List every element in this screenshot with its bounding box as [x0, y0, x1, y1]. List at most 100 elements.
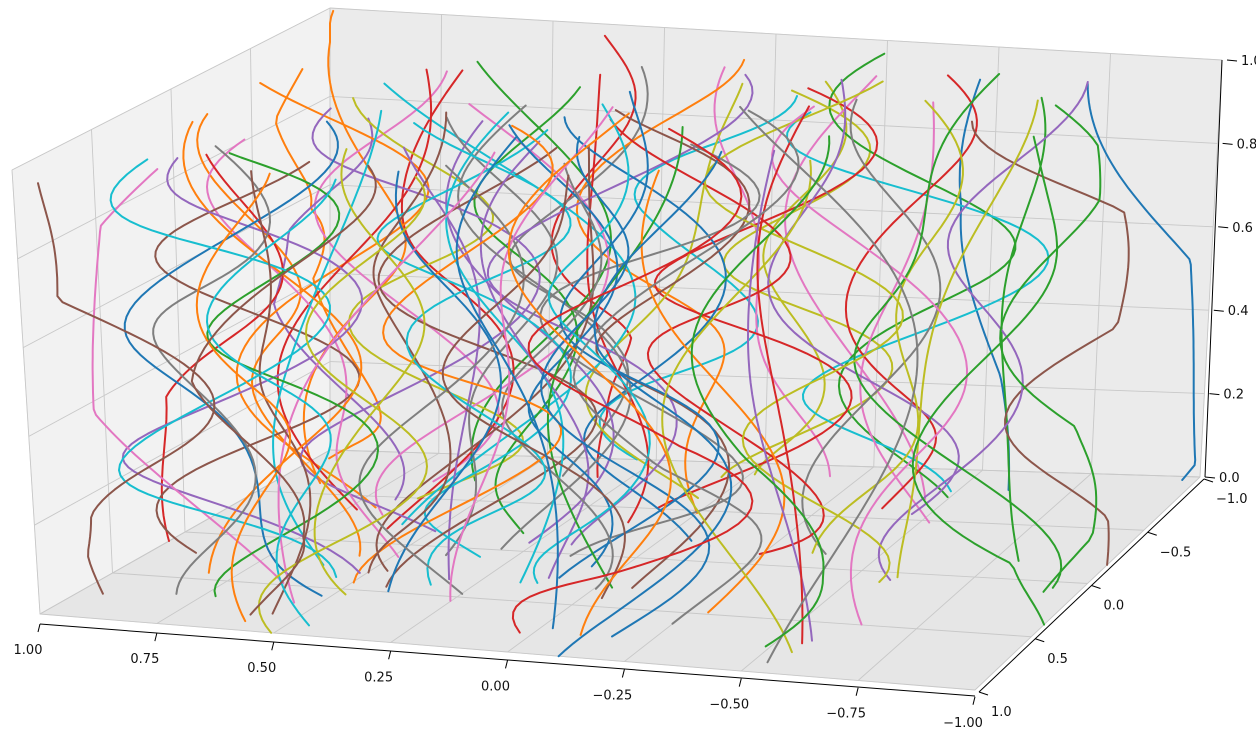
series-line-35 [609, 118, 825, 555]
series-line-77 [123, 120, 339, 597]
series-line-72 [771, 105, 968, 626]
series-line-69 [367, 111, 452, 574]
y-tick-label: 1.0 [991, 705, 1012, 720]
series-line-9 [509, 66, 649, 477]
x-tick-mark [621, 669, 625, 678]
series-line-40 [299, 107, 541, 533]
series-line-100 [511, 127, 754, 634]
series-line-73 [358, 164, 525, 595]
grid-line-z-side [28, 272, 331, 437]
series-line-51 [999, 104, 1102, 593]
x-tick-label: −0.75 [826, 707, 866, 722]
z-tick-label: 0.6 [1232, 221, 1253, 236]
grid-line-z-back [329, 7, 1223, 61]
grid-line-x-back [655, 27, 665, 461]
series-line-49 [539, 143, 761, 557]
grid-line-x-back [982, 46, 1000, 471]
series-line-43 [853, 73, 1063, 589]
series-line-78 [911, 135, 1059, 626]
series-line-31 [801, 98, 942, 555]
series-line-34 [971, 120, 1130, 566]
y-tick-mark [1147, 531, 1157, 536]
series-line-17 [654, 87, 879, 509]
series-line-71 [91, 168, 285, 584]
z-tick-label: 1.0 [1241, 54, 1256, 69]
x-tick-label: −0.25 [592, 689, 632, 704]
series-line-4 [720, 89, 894, 478]
series-line-19 [273, 117, 406, 501]
grid-line-x-back [1090, 53, 1111, 474]
series-line-44 [445, 116, 559, 557]
series-line-82 [109, 158, 338, 578]
grid-line-z-back [329, 449, 1201, 478]
series-line-13 [786, 111, 1050, 493]
series-line-41 [196, 113, 362, 557]
x-tick-label: 0.75 [130, 652, 159, 667]
series-line-81 [640, 169, 786, 614]
grid-line-y-floor [184, 531, 1088, 584]
series-line-89 [37, 182, 216, 595]
series-line-21 [844, 74, 978, 510]
series-line-47 [206, 138, 400, 558]
series-line-86 [250, 170, 312, 615]
series-line-65 [532, 103, 651, 584]
series-line-22 [767, 78, 960, 516]
x-tick-mark [855, 687, 859, 696]
series-line-84 [152, 145, 271, 595]
x-tick-label: −0.50 [709, 698, 749, 713]
series-line-61 [546, 126, 684, 589]
series-line-64 [272, 109, 383, 566]
y-tick-label: 0.0 [1104, 599, 1125, 614]
series-line-37 [563, 116, 727, 542]
series-line-8 [784, 75, 927, 500]
z-tick-mark [1218, 226, 1229, 229]
series-line-52 [154, 160, 361, 554]
series-line-30 [486, 73, 754, 546]
series-line-75 [206, 152, 379, 598]
x-tick-mark [37, 623, 41, 633]
grid-line-y-side [11, 169, 41, 615]
x-axis-line [39, 623, 976, 697]
series-line-91 [739, 105, 919, 664]
series-line-38 [811, 99, 964, 554]
series-line-97 [557, 150, 733, 658]
series-line-90 [756, 105, 810, 645]
x-tick-label: 1.00 [14, 643, 43, 658]
series-line-95 [507, 112, 672, 636]
series-line-5 [753, 80, 848, 476]
series-line-58 [445, 111, 565, 584]
grid-line-x-back [438, 14, 442, 454]
y-tick-label: −0.5 [1160, 545, 1192, 560]
x-tick-mark [972, 696, 976, 705]
series-line-15 [470, 60, 612, 482]
grid-line-x-back [1199, 59, 1223, 478]
series-line-93 [195, 172, 292, 623]
series-line-26 [383, 82, 637, 526]
grid-line-y-side [91, 129, 113, 574]
series-group [37, 9, 1197, 664]
grid-line-z-side [17, 96, 331, 260]
grid-line-z-side [22, 184, 331, 348]
z-tick-mark [1204, 476, 1216, 479]
y-axis-ticks: −1.0 −0.5 0.0 0.5 1.0 [978, 478, 1248, 720]
series-line-94 [690, 135, 831, 648]
y-tick-mark [1203, 478, 1214, 483]
series-line-96 [206, 178, 337, 627]
series-line-27 [276, 68, 433, 511]
series-line-88 [747, 149, 813, 642]
series-line-57 [896, 99, 1039, 579]
grid-line-x-back [764, 33, 777, 464]
grid-line-y-floor [39, 613, 976, 691]
z-tick-label: 0.4 [1228, 304, 1249, 319]
grid-line-z-side [11, 7, 331, 171]
series-line-39 [457, 104, 632, 550]
series-line-56 [377, 146, 598, 588]
x-tick-mark [271, 642, 275, 651]
x-axis-ticks: 1.00 0.75 0.50 0.25 0.00 −0.25 −0.50 −0.75 −1.00 [14, 623, 983, 731]
y-tick-mark [978, 691, 989, 696]
y-tick-label: 0.5 [1047, 652, 1068, 667]
y-tick-label: −1.0 [1216, 492, 1248, 507]
z-tick-mark [1222, 142, 1233, 145]
